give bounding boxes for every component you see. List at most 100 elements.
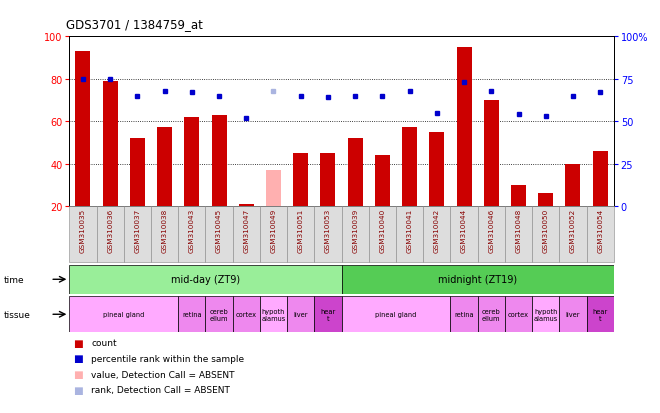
Text: GSM310039: GSM310039 [352, 208, 358, 252]
Text: GSM310046: GSM310046 [488, 208, 494, 252]
Bar [266, 171, 281, 206]
Text: ■: ■ [73, 354, 82, 363]
Text: cortex: cortex [508, 311, 529, 318]
Bar [587, 297, 614, 332]
Text: GSM310052: GSM310052 [570, 208, 576, 252]
Bar [287, 297, 314, 332]
Bar [239, 204, 253, 206]
Text: GSM310047: GSM310047 [244, 208, 249, 252]
Text: GSM310035: GSM310035 [80, 208, 86, 252]
Text: hear
t: hear t [593, 308, 608, 321]
Text: mid-day (ZT9): mid-day (ZT9) [171, 275, 240, 285]
Bar [233, 297, 260, 332]
Text: pineal gland: pineal gland [103, 311, 145, 318]
Bar [293, 154, 308, 206]
Bar [451, 206, 478, 262]
Bar [532, 206, 560, 262]
Text: count: count [91, 338, 117, 347]
Bar [321, 154, 335, 206]
Bar [342, 297, 451, 332]
Text: GSM310042: GSM310042 [434, 208, 440, 252]
Text: GSM310053: GSM310053 [325, 208, 331, 252]
Bar [151, 206, 178, 262]
Text: hypoth
alamus: hypoth alamus [534, 308, 558, 321]
Bar [205, 297, 233, 332]
Text: GSM310045: GSM310045 [216, 208, 222, 252]
Text: GSM310044: GSM310044 [461, 208, 467, 252]
Text: GSM310048: GSM310048 [515, 208, 521, 252]
Bar [130, 139, 145, 206]
Bar [484, 101, 499, 206]
Bar [505, 206, 532, 262]
Bar [375, 156, 390, 206]
Bar [205, 206, 233, 262]
Bar [69, 297, 178, 332]
Text: hear
t: hear t [320, 308, 335, 321]
Bar [369, 206, 396, 262]
Bar [157, 128, 172, 206]
Text: GSM310054: GSM310054 [597, 208, 603, 252]
Text: GSM310051: GSM310051 [298, 208, 304, 252]
Bar [457, 48, 471, 206]
Text: GSM310049: GSM310049 [271, 208, 277, 252]
Text: retina: retina [182, 311, 201, 318]
Text: ■: ■ [73, 385, 82, 395]
Text: GSM310036: GSM310036 [107, 208, 113, 252]
Text: cortex: cortex [236, 311, 257, 318]
Text: percentile rank within the sample: percentile rank within the sample [91, 354, 244, 363]
Text: value, Detection Call = ABSENT: value, Detection Call = ABSENT [91, 370, 234, 379]
Text: retina: retina [454, 311, 474, 318]
Bar [478, 206, 505, 262]
Bar [532, 297, 560, 332]
Bar [430, 133, 444, 206]
Text: midnight (ZT19): midnight (ZT19) [438, 275, 517, 285]
Bar [451, 297, 478, 332]
Bar [560, 297, 587, 332]
Bar [505, 297, 532, 332]
Text: GDS3701 / 1384759_at: GDS3701 / 1384759_at [66, 18, 203, 31]
Bar [178, 206, 205, 262]
Bar [75, 52, 90, 206]
Bar [348, 139, 362, 206]
Text: GSM310040: GSM310040 [379, 208, 385, 252]
Bar [539, 194, 553, 206]
Bar [478, 297, 505, 332]
Bar [233, 206, 260, 262]
Bar [396, 206, 423, 262]
Bar [402, 128, 417, 206]
Bar [69, 265, 342, 294]
Text: GSM310038: GSM310038 [162, 208, 168, 252]
Bar [423, 206, 451, 262]
Bar [287, 206, 314, 262]
Text: hypoth
alamus: hypoth alamus [261, 308, 286, 321]
Text: ■: ■ [73, 338, 82, 348]
Text: GSM310037: GSM310037 [135, 208, 141, 252]
Bar [560, 206, 587, 262]
Bar [124, 206, 151, 262]
Bar [103, 82, 117, 206]
Bar [593, 152, 608, 206]
Bar [96, 206, 124, 262]
Text: liver: liver [294, 311, 308, 318]
Text: tissue: tissue [3, 310, 30, 319]
Bar [184, 118, 199, 206]
Bar [212, 116, 226, 206]
Bar [587, 206, 614, 262]
Bar [69, 206, 96, 262]
Text: GSM310050: GSM310050 [543, 208, 548, 252]
Text: ■: ■ [73, 369, 82, 379]
Text: time: time [3, 275, 24, 284]
Bar [342, 265, 614, 294]
Bar [178, 297, 205, 332]
Bar [566, 164, 580, 206]
Text: cereb
ellum: cereb ellum [210, 308, 228, 321]
Bar [314, 206, 342, 262]
Text: GSM310043: GSM310043 [189, 208, 195, 252]
Text: rank, Detection Call = ABSENT: rank, Detection Call = ABSENT [91, 385, 230, 394]
Bar [314, 297, 342, 332]
Text: cereb
ellum: cereb ellum [482, 308, 501, 321]
Text: pineal gland: pineal gland [376, 311, 416, 318]
Bar [260, 297, 287, 332]
Text: GSM310041: GSM310041 [407, 208, 412, 252]
Bar [511, 185, 526, 206]
